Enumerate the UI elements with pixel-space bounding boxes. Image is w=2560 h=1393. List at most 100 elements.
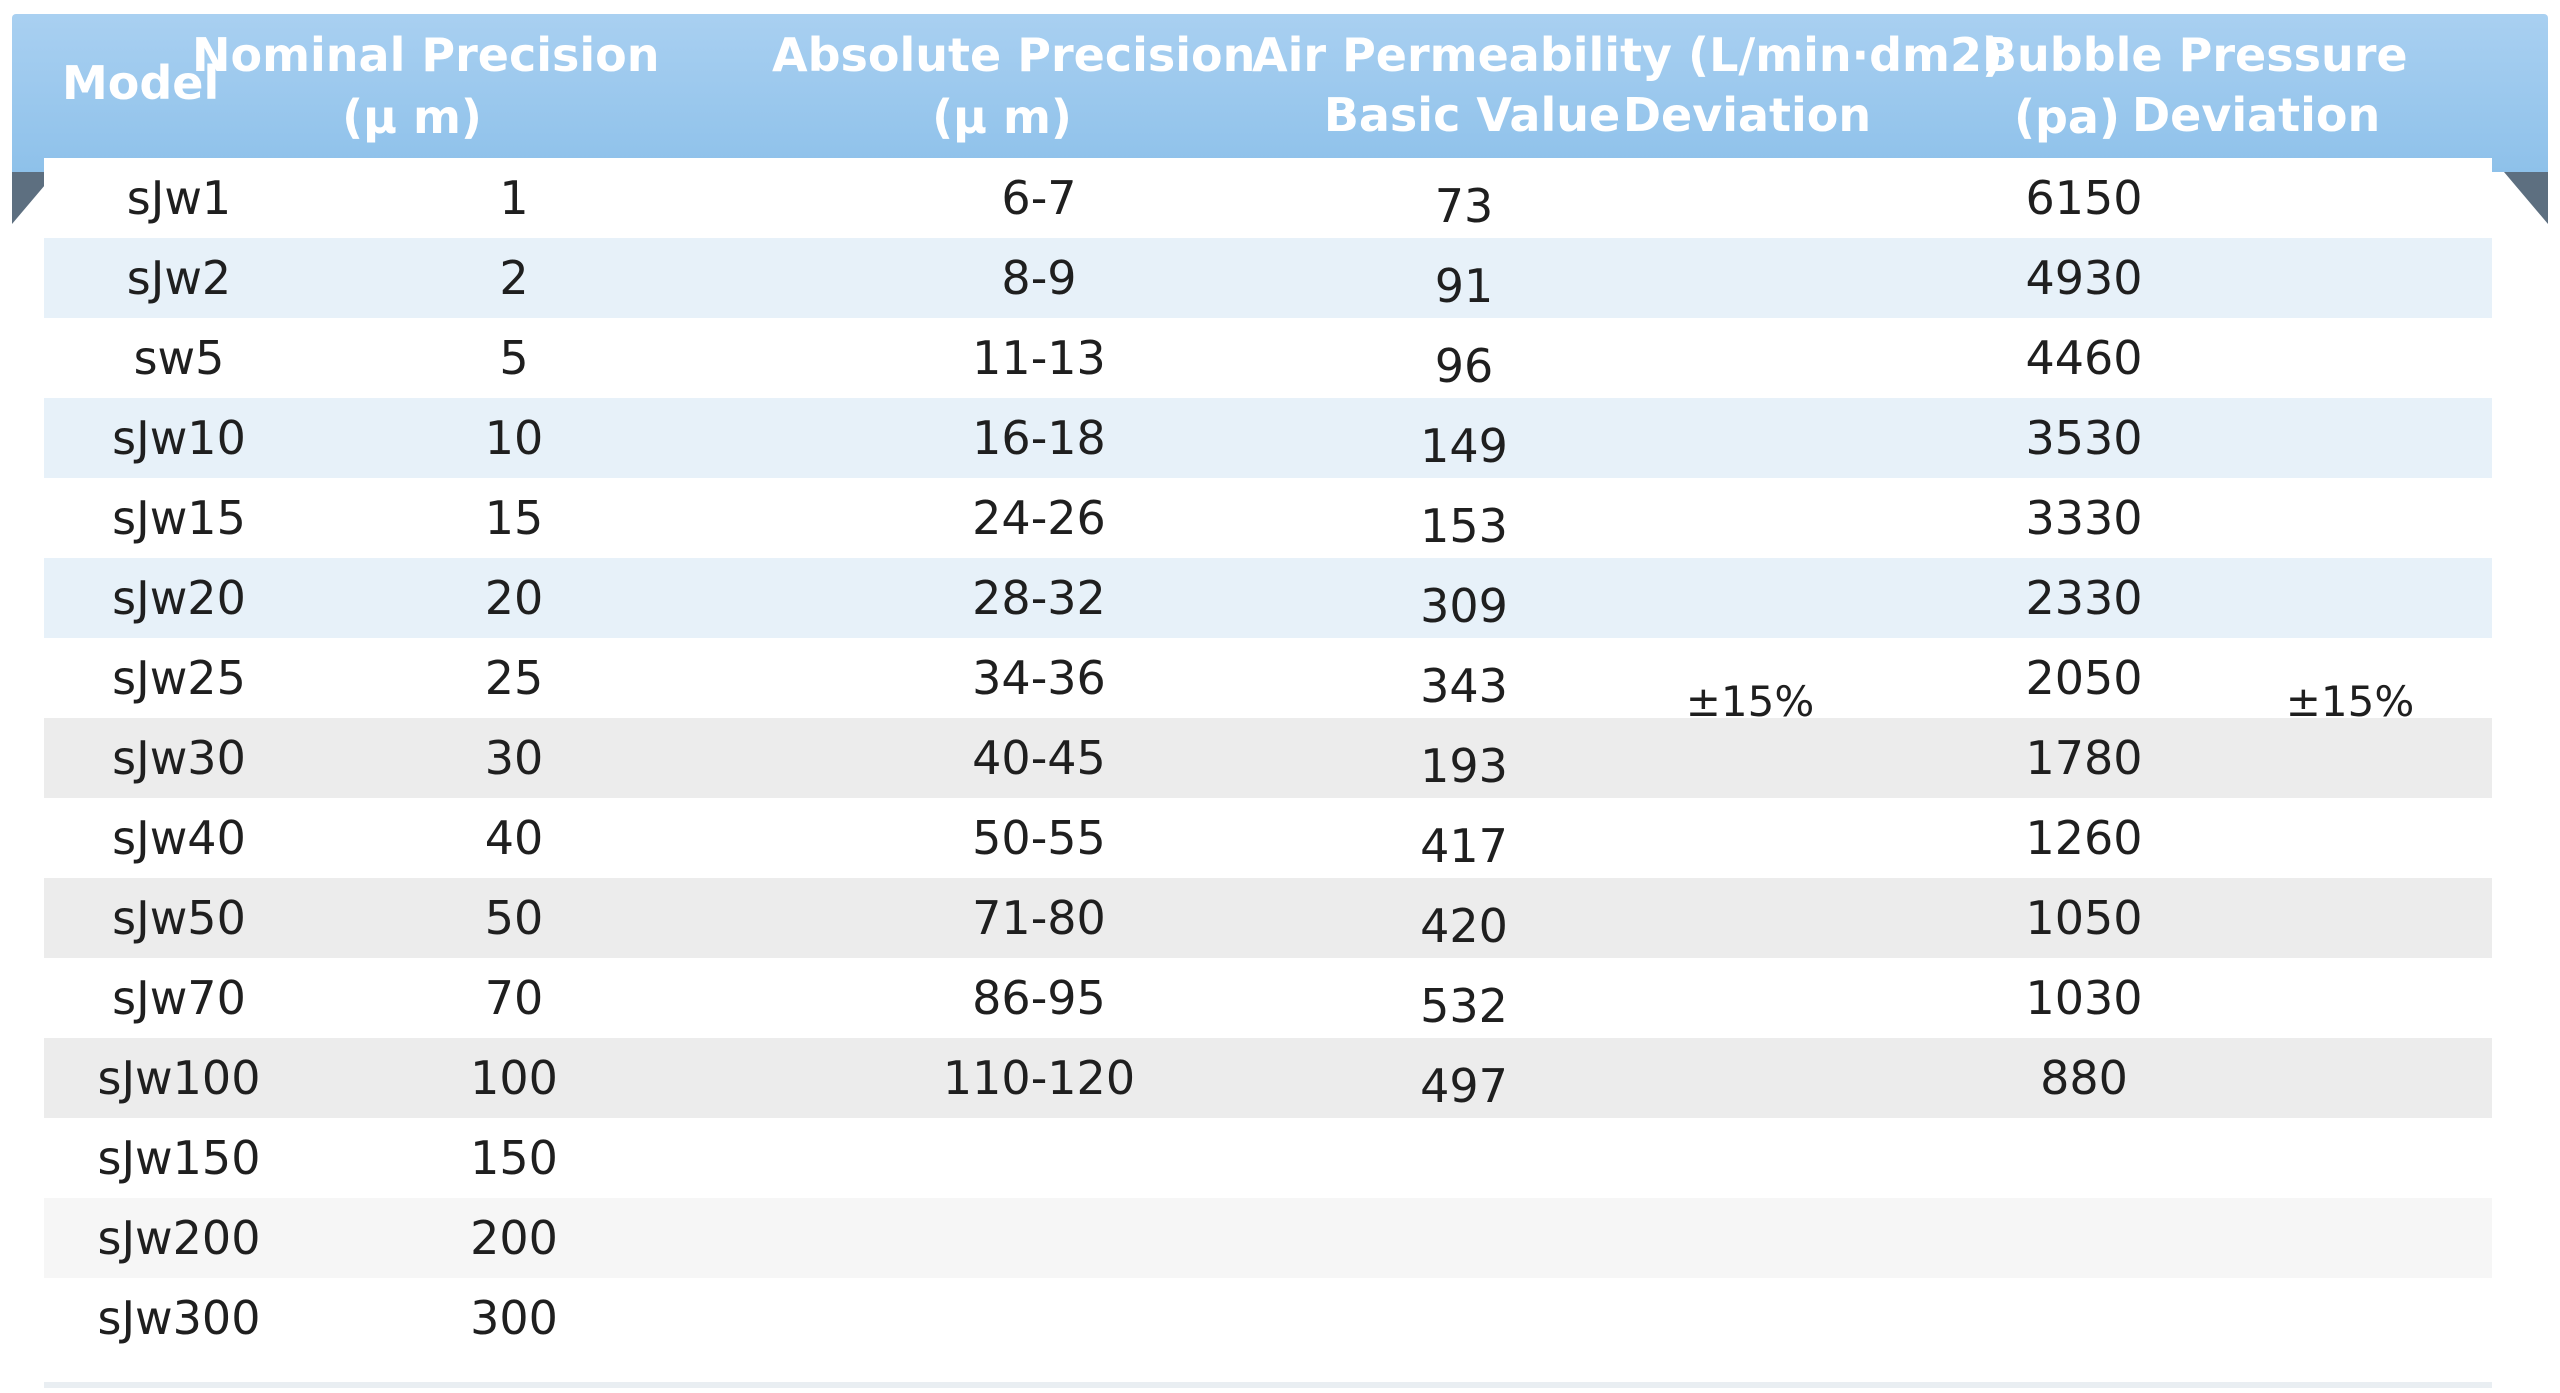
- cell-bubble: 2330: [2025, 571, 2143, 625]
- table-row: sJw70 70 86-95 532 1030: [44, 958, 2492, 1038]
- cell-nominal: 100: [470, 1051, 558, 1105]
- header-bubble-line1: Bubble Pressure: [1982, 28, 2408, 82]
- cell-absolute: 6-7: [1001, 171, 1077, 225]
- cell-bubble: 3530: [2025, 411, 2143, 465]
- table-row: sJw40 40 50-55 417 1260: [44, 798, 2492, 878]
- cell-nominal: 40: [484, 811, 544, 865]
- cell-model: sJw20: [112, 571, 246, 625]
- cell-model: sJw10: [112, 411, 246, 465]
- header-nominal-line1: Nominal Precision: [192, 28, 660, 82]
- cell-bubble: 1030: [2025, 971, 2143, 1025]
- cell-absolute: 40-45: [972, 731, 1106, 785]
- cell-absolute: 28-32: [972, 571, 1106, 625]
- cell-bubble: 2050: [2025, 651, 2143, 705]
- cell-air-basic: 91: [1434, 259, 1494, 313]
- cell-nominal: 300: [470, 1291, 558, 1345]
- cell-bubble: 3330: [2025, 491, 2143, 545]
- cell-air-basic: [1304, 1118, 1624, 1198]
- cell-model: sJw150: [97, 1131, 261, 1185]
- cell-absolute: 50-55: [972, 811, 1106, 865]
- cell-absolute: 34-36: [972, 651, 1106, 705]
- table-row: sJw25 25 34-36 343 2050: [44, 638, 2492, 718]
- cell-model: sJw25: [112, 651, 246, 705]
- cell-model: sw5: [133, 331, 225, 385]
- cell-absolute: 86-95: [972, 971, 1106, 1025]
- cell-nominal: 25: [484, 651, 544, 705]
- header-model: Model: [62, 56, 220, 110]
- cell-air-basic: [1304, 1278, 1624, 1358]
- cell-air-basic: [1304, 1198, 1624, 1278]
- table-header: Model Nominal Precision (μ m) Absolute P…: [12, 14, 2548, 172]
- cell-air-basic: 309: [1420, 579, 1508, 633]
- table-row: sJw15 15 24-26 153 3330: [44, 478, 2492, 558]
- cell-model: sJw50: [112, 891, 246, 945]
- table-row: sJw10 10 16-18 149 3530: [44, 398, 2492, 478]
- cell-air-basic: 343: [1420, 659, 1508, 713]
- cell-absolute: 71-80: [972, 891, 1106, 945]
- cell-bubble: 1050: [2025, 891, 2143, 945]
- cell-nominal: 10: [484, 411, 544, 465]
- cell-bubble: [1914, 1118, 2254, 1198]
- cell-model: sJw1: [126, 171, 232, 225]
- cell-nominal: 5: [499, 331, 529, 385]
- table-row: sJw1 1 6-7 73 6150: [44, 158, 2492, 238]
- cell-air-basic: 73: [1434, 179, 1494, 233]
- cell-absolute: 8-9: [1001, 251, 1077, 305]
- cell-bubble: 1260: [2025, 811, 2143, 865]
- table-row: sJw300 300: [44, 1278, 2492, 1358]
- cell-bubble: 4930: [2025, 251, 2143, 305]
- cell-nominal: 1: [499, 171, 529, 225]
- header-air-basic: Basic Value: [1323, 88, 1621, 142]
- cell-air-basic: 96: [1434, 339, 1494, 393]
- cell-air-basic: 497: [1420, 1059, 1508, 1113]
- cell-model: sJw2: [126, 251, 232, 305]
- table-row: sJw30 30 40-45 193 1780: [44, 718, 2492, 798]
- header-air-line1: Air Permeability (L/min·dm2): [1252, 28, 2004, 82]
- cell-absolute: 24-26: [972, 491, 1106, 545]
- table-row: sw5 5 11-13 96 4460: [44, 318, 2492, 398]
- cell-bubble: 1780: [2025, 731, 2143, 785]
- cell-model: sJw40: [112, 811, 246, 865]
- cell-nominal: 30: [484, 731, 544, 785]
- cell-nominal: 70: [484, 971, 544, 1025]
- cell-air-basic: 532: [1420, 979, 1508, 1033]
- cell-nominal: 15: [484, 491, 544, 545]
- cell-bubble: [1914, 1198, 2254, 1278]
- table-row: sJw20 20 28-32 309 2330: [44, 558, 2492, 638]
- cell-model: sJw30: [112, 731, 246, 785]
- cell-nominal: 150: [470, 1131, 558, 1185]
- cell-bubble: 6150: [2025, 171, 2143, 225]
- spec-table: Model Nominal Precision (μ m) Absolute P…: [12, 14, 2548, 1393]
- cell-nominal: 20: [484, 571, 544, 625]
- table-bottom-border: [44, 1382, 2492, 1388]
- cell-air-basic: 420: [1420, 899, 1508, 953]
- cell-bubble: 880: [2040, 1051, 2128, 1105]
- table-row: sJw150 150: [44, 1118, 2492, 1198]
- header-nominal-line2: (μ m): [342, 90, 482, 144]
- cell-nominal: 2: [499, 251, 529, 305]
- cell-model: sJw300: [97, 1291, 261, 1345]
- cell-air-basic: 149: [1420, 419, 1508, 473]
- cell-nominal: 50: [484, 891, 544, 945]
- cell-model: sJw100: [97, 1051, 261, 1105]
- bubble-deviation-value: ±15%: [2285, 677, 2415, 726]
- cell-absolute: [779, 1198, 1299, 1278]
- table-row: sJw50 50 71-80 420 1050: [44, 878, 2492, 958]
- cell-absolute: 16-18: [972, 411, 1106, 465]
- table-row: sJw200 200: [44, 1198, 2492, 1278]
- cell-air-basic: 193: [1420, 739, 1508, 793]
- cell-absolute: [779, 1278, 1299, 1358]
- header-absolute-line1: Absolute Precision: [772, 28, 1256, 82]
- cell-model: sJw200: [97, 1211, 261, 1265]
- header-air-deviation: Deviation: [1622, 88, 1872, 142]
- table-row: sJw100 100 110-120 497 880: [44, 1038, 2492, 1118]
- cell-air-basic: 153: [1420, 499, 1508, 553]
- air-deviation-value: ±15%: [1685, 677, 1815, 726]
- ribbon-fold-right: [2504, 172, 2548, 224]
- cell-absolute: 11-13: [972, 331, 1106, 385]
- cell-nominal: 200: [470, 1211, 558, 1265]
- table-body: sJw1 1 6-7 73 6150 sJw2 2 8-9 91 4930 sw5 5 11-13 96 4…: [44, 158, 2492, 1358]
- cell-air-basic: 417: [1420, 819, 1508, 873]
- cell-model: sJw70: [112, 971, 246, 1025]
- header-bubble-deviation: Deviation: [2132, 88, 2381, 142]
